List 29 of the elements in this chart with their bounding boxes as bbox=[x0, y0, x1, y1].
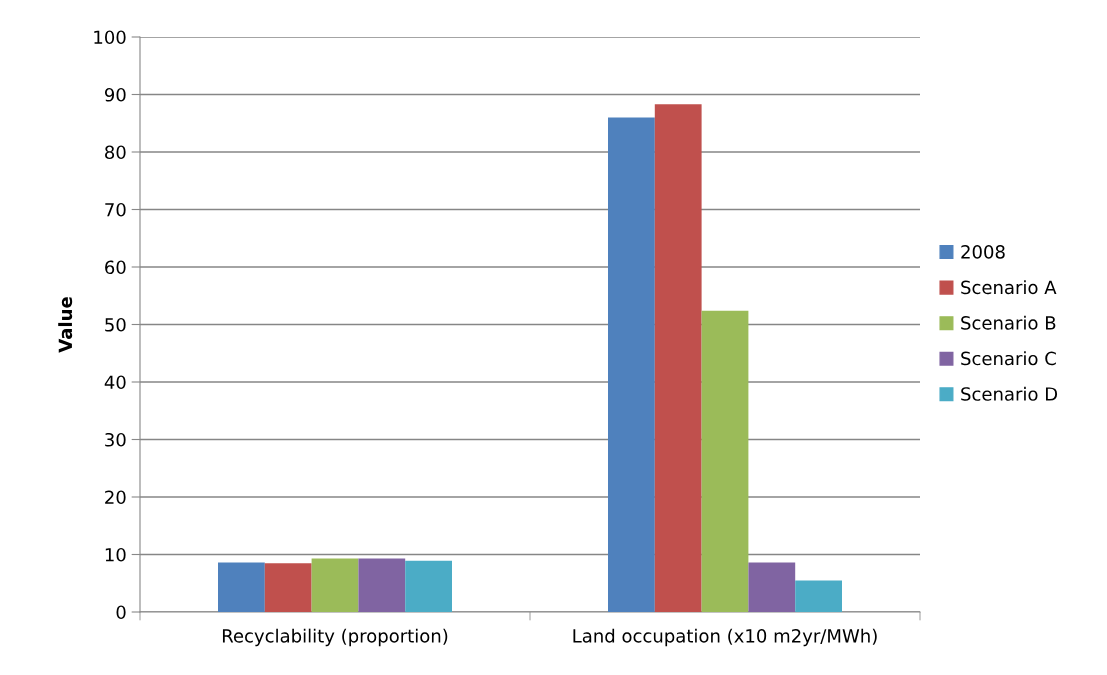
bar bbox=[264, 563, 312, 612]
legend-label: Scenario D bbox=[961, 386, 1058, 401]
bar bbox=[654, 104, 702, 612]
y-tick-label: 80 bbox=[105, 145, 126, 160]
y-tick-label: 20 bbox=[105, 490, 126, 505]
y-tick-label: 70 bbox=[105, 202, 126, 217]
legend-label: Scenario C bbox=[961, 351, 1056, 366]
bar bbox=[311, 558, 359, 612]
y-tick-label: 100 bbox=[94, 30, 126, 45]
legend-label: 2008 bbox=[961, 245, 1005, 259]
bar bbox=[358, 558, 406, 612]
bar bbox=[218, 562, 265, 612]
y-axis-title: Value bbox=[58, 297, 73, 353]
legend-label: Scenario B bbox=[961, 315, 1056, 330]
bar bbox=[405, 560, 452, 612]
x-tick-label: Recyclability (proportion) bbox=[222, 628, 448, 647]
y-tick-label: 0 bbox=[116, 605, 126, 620]
bar bbox=[608, 117, 655, 612]
legend-label: Scenario A bbox=[961, 280, 1057, 295]
bar bbox=[795, 580, 842, 612]
bar bbox=[701, 310, 749, 612]
y-tick-label: 60 bbox=[105, 260, 126, 275]
y-tick-label: 40 bbox=[104, 375, 126, 390]
y-tick-label: 10 bbox=[105, 547, 126, 562]
y-tick-label: 50 bbox=[105, 317, 126, 332]
x-tick-label: Land occupation (x10 m2yr/MWh) bbox=[573, 628, 877, 647]
y-tick-label: 30 bbox=[105, 432, 126, 447]
bar bbox=[748, 562, 796, 612]
y-tick-label: 90 bbox=[104, 87, 126, 102]
